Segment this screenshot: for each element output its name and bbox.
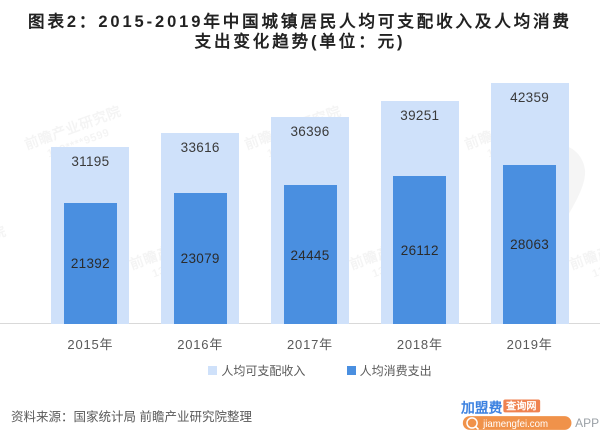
svg-text:APP: APP: [575, 416, 599, 430]
svg-text:加盟费: 加盟费: [461, 399, 503, 415]
svg-text:jiamengfei.com: jiamengfei.com: [482, 419, 548, 430]
svg-text:查询网: 查询网: [505, 400, 536, 413]
